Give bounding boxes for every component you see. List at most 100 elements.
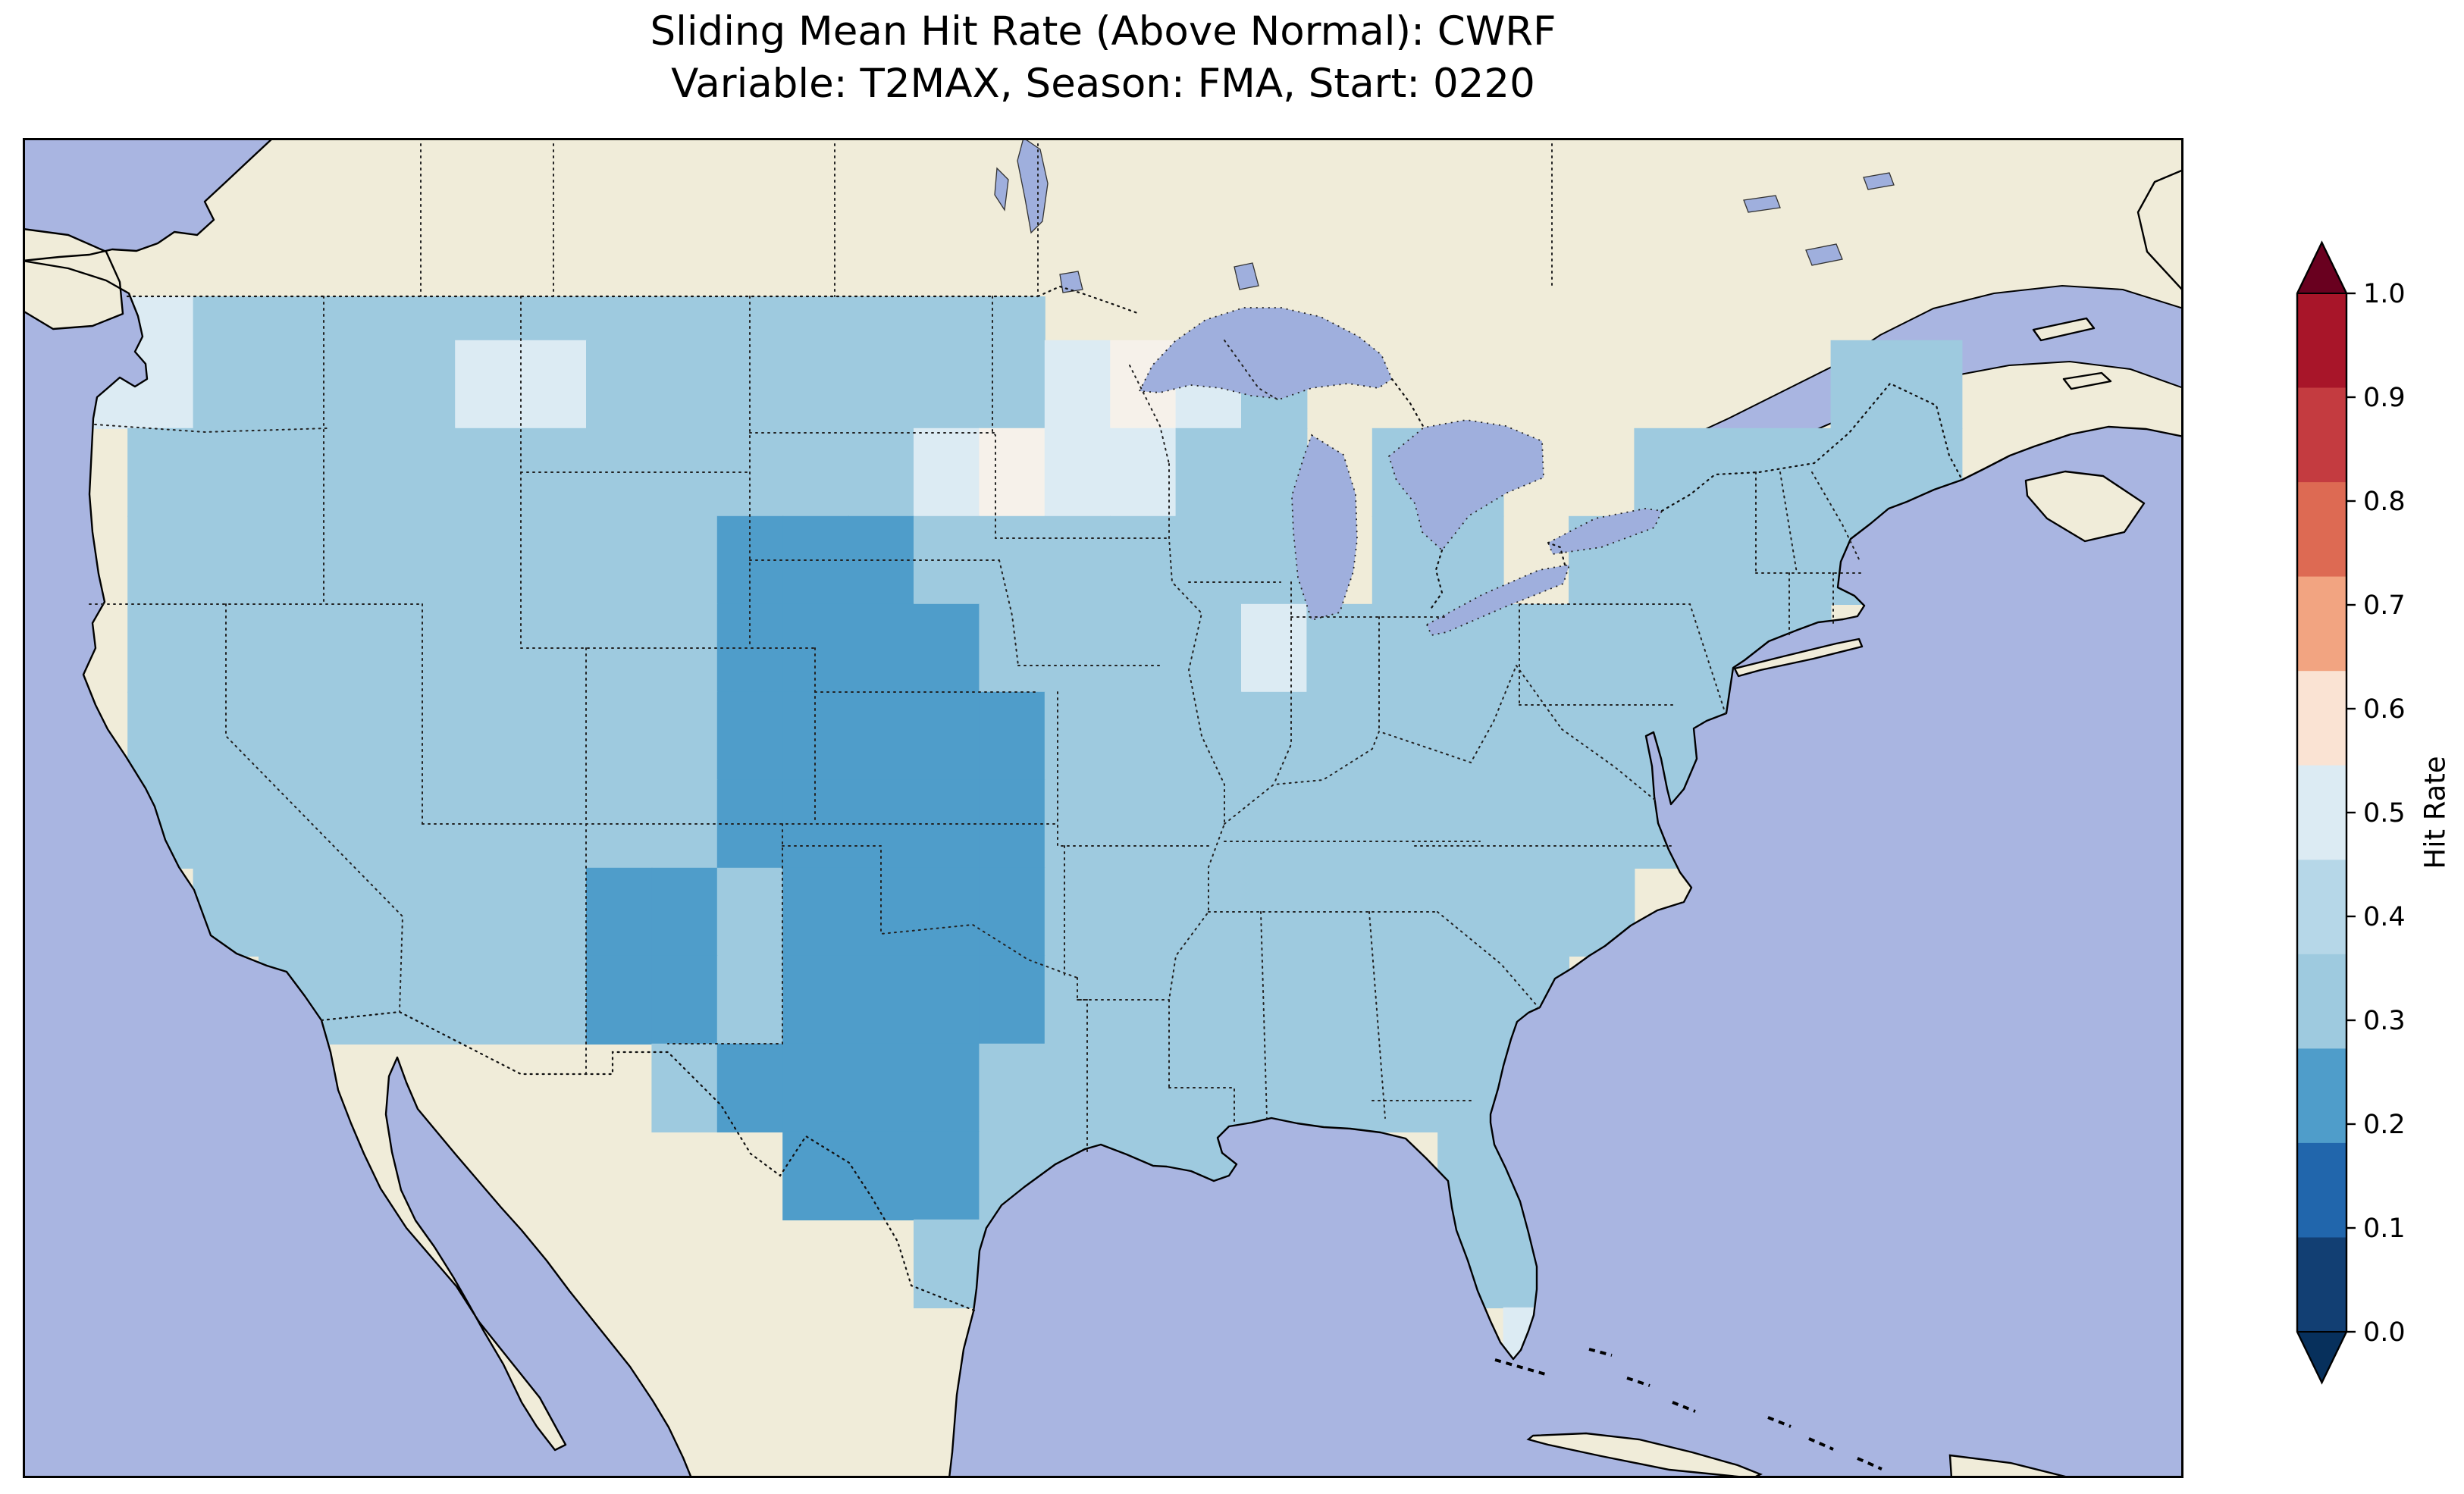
grid-cell bbox=[848, 515, 914, 605]
great-lake bbox=[1387, 419, 1544, 552]
colorbar-tick-label: 0.4 bbox=[2363, 902, 2406, 932]
grid-cell bbox=[979, 340, 1045, 429]
grid-cell bbox=[259, 515, 325, 605]
grid-cell bbox=[848, 603, 914, 693]
grid-cell bbox=[193, 340, 259, 429]
grid-cell bbox=[1372, 1043, 1439, 1132]
nova-scotia bbox=[2026, 471, 2144, 541]
grid-cell bbox=[782, 1043, 849, 1132]
grid-cell bbox=[520, 296, 587, 341]
international-border bbox=[1660, 382, 1964, 512]
state-border bbox=[1273, 581, 1292, 785]
grid-cell bbox=[193, 428, 259, 517]
grid-cell bbox=[979, 867, 1045, 957]
grid-cell bbox=[193, 691, 259, 781]
grid-cell bbox=[848, 340, 914, 429]
grid-cell bbox=[848, 691, 914, 781]
colorbar-tick-label: 0.2 bbox=[2363, 1110, 2406, 1140]
colorbar-extend-above bbox=[2297, 243, 2346, 293]
grid-cell bbox=[1110, 691, 1177, 781]
grid-cell bbox=[979, 603, 1045, 693]
grid-cell bbox=[455, 691, 522, 781]
grid-cell bbox=[716, 867, 784, 957]
grid-cell bbox=[259, 296, 325, 341]
figure-title-line1: Sliding Mean Hit Rate (Above Normal): CW… bbox=[650, 8, 1556, 55]
colorbar-tick-label: 0.7 bbox=[2363, 590, 2406, 621]
grid-cell bbox=[389, 340, 456, 429]
grid-cell bbox=[1437, 955, 1504, 1045]
grid-cell bbox=[1110, 515, 1177, 605]
grid-cell bbox=[1306, 603, 1373, 693]
island-chain bbox=[1808, 1437, 1834, 1451]
state-border bbox=[225, 603, 404, 1012]
nova-scotia-coastline bbox=[2024, 470, 2146, 543]
grid-cell bbox=[1634, 603, 1701, 693]
grid-cell bbox=[586, 867, 653, 957]
grid-cell bbox=[1110, 1043, 1177, 1132]
island-chain bbox=[1626, 1377, 1651, 1387]
international-border bbox=[1390, 377, 1425, 429]
colorbar-tick-label: 0.0 bbox=[2363, 1317, 2406, 1348]
grid-cell bbox=[1372, 955, 1439, 1045]
grid-cell bbox=[1241, 691, 1308, 781]
grid-cell bbox=[1306, 691, 1373, 781]
state-border bbox=[1057, 691, 1209, 847]
grid-cell bbox=[914, 867, 980, 957]
colorbar-tick-label: 0.9 bbox=[2363, 383, 2406, 413]
island-chain bbox=[1767, 1416, 1792, 1428]
grid-cell bbox=[1503, 779, 1569, 869]
colorbar-band bbox=[2297, 860, 2346, 955]
grid-cell bbox=[1306, 867, 1373, 957]
grid-cell bbox=[1306, 1043, 1373, 1132]
grid-cell bbox=[1044, 779, 1111, 869]
grid-cell bbox=[1569, 691, 1635, 781]
grid-cell bbox=[716, 955, 784, 1045]
grid-cell bbox=[1110, 603, 1177, 693]
figure-title: Sliding Mean Hit Rate (Above Normal): CW… bbox=[23, 6, 2183, 111]
grid-cell bbox=[259, 603, 325, 693]
grid-cell bbox=[127, 691, 194, 781]
colorbar-extend-below bbox=[2297, 1332, 2346, 1383]
grid-cell bbox=[651, 296, 718, 341]
grid-cell bbox=[193, 779, 259, 869]
grid-cell bbox=[979, 955, 1045, 1045]
grid-cell bbox=[716, 691, 784, 781]
grid-cell bbox=[1175, 515, 1242, 605]
state-border bbox=[1519, 603, 1726, 715]
grid-cell bbox=[1175, 428, 1242, 517]
lake bbox=[1059, 271, 1083, 293]
colorbar-band bbox=[2297, 293, 2346, 389]
grid-cell bbox=[651, 340, 718, 429]
great-lake bbox=[1547, 508, 1663, 555]
colorbar-band bbox=[2297, 576, 2346, 672]
grid-cell bbox=[914, 1219, 980, 1308]
colorbar-band bbox=[2297, 482, 2346, 578]
grid-cell bbox=[324, 515, 390, 605]
colorbar-tick-label: 0.8 bbox=[2363, 487, 2406, 517]
grid-cell bbox=[1437, 779, 1504, 869]
grid-cell bbox=[914, 1043, 980, 1132]
state-border bbox=[1168, 463, 1225, 1088]
grid-cell bbox=[259, 867, 325, 957]
pei-coastline bbox=[2062, 371, 2112, 390]
grid-cell bbox=[782, 867, 849, 957]
state-border bbox=[1129, 365, 1170, 465]
grid-cell bbox=[1044, 691, 1111, 781]
island-chain bbox=[1588, 1348, 1613, 1357]
grid-cell bbox=[324, 955, 390, 1045]
colorbar-tick-label: 0.1 bbox=[2363, 1214, 2406, 1244]
grid-cell bbox=[1044, 1043, 1111, 1132]
grid-cell bbox=[1175, 691, 1242, 781]
grid-cell bbox=[520, 779, 587, 869]
lake bbox=[1017, 136, 1049, 234]
lake bbox=[1805, 243, 1843, 266]
grid-cell bbox=[651, 515, 718, 605]
grid-cell bbox=[1503, 867, 1569, 957]
colorbar-band bbox=[2297, 954, 2346, 1050]
grid-cell bbox=[979, 428, 1045, 517]
great-lake bbox=[1291, 434, 1358, 622]
state-border bbox=[1516, 665, 1563, 730]
grid-cell bbox=[324, 779, 390, 869]
grid-cell bbox=[1241, 779, 1308, 869]
grid-cell bbox=[324, 296, 390, 341]
